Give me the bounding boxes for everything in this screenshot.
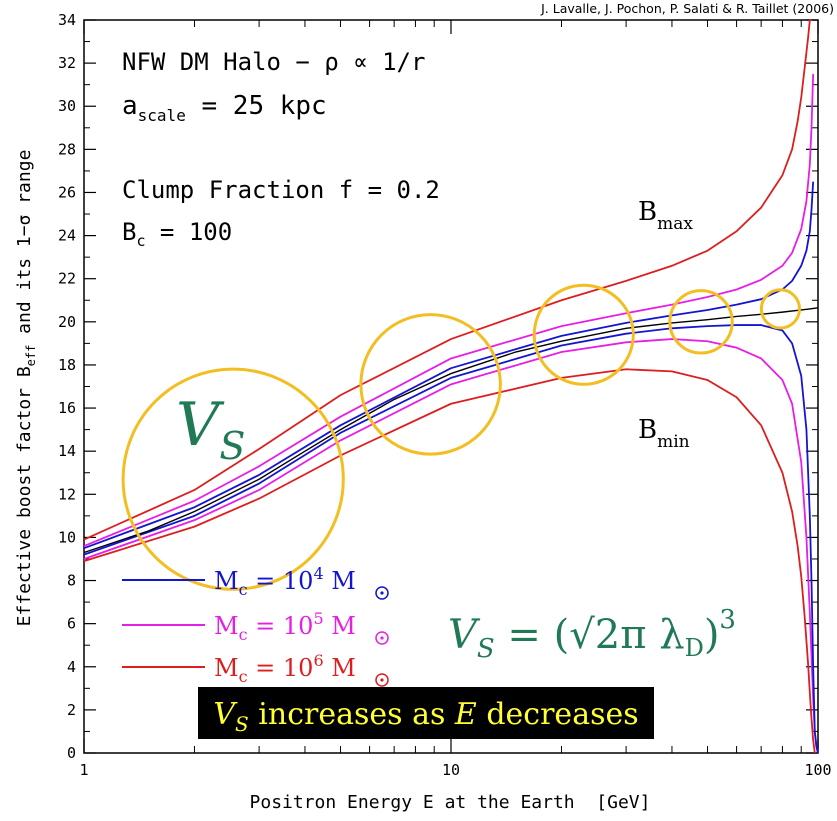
legend-m6-mid: = 10	[248, 654, 314, 682]
x-axis-label: Positron Energy E at the Earth [GeV]	[250, 792, 651, 813]
y-tick-label: 16	[58, 399, 76, 417]
banner-background	[198, 687, 654, 739]
y-tick-label: 26	[58, 183, 76, 201]
diffusion-volume-circle-2	[359, 313, 502, 456]
y-tick-label: 10	[58, 528, 76, 546]
annotation-clump: Clump Fraction f = 0.2	[122, 176, 440, 204]
legend-m5-exp: 5	[313, 609, 323, 628]
y-tick-label: 8	[67, 572, 76, 590]
y-axis-label: Effective boost factor Beff and its 1−σ …	[14, 150, 38, 627]
legend-m4-prefix: M	[214, 567, 239, 595]
banner-e: E	[454, 697, 477, 732]
diffusion-volume-circle-5	[759, 288, 802, 330]
sun-symbol-m6	[375, 673, 389, 687]
annotation-scale: ascale = 25 kpc	[122, 91, 327, 125]
y-tick-label: 6	[67, 615, 76, 633]
sun-symbol-m4	[375, 586, 389, 600]
banner-end: decreases	[477, 697, 639, 732]
legend-m5-mid: = 10	[248, 612, 314, 640]
legend-entry-m4: Mc = 104 M	[214, 564, 356, 599]
annotation-scale-main: a	[122, 91, 138, 121]
annotation-bc-main: B	[122, 218, 136, 246]
band-lower-m6	[83, 368, 816, 754]
y-tick-label: 22	[58, 270, 76, 288]
legend-m4-unit: M	[324, 567, 356, 595]
banner-mid: increases as	[249, 697, 455, 732]
x-tick-label: 10	[442, 761, 460, 779]
circle-layer	[121, 283, 802, 591]
annotation-bc: Bc = 100	[122, 218, 232, 250]
diffusion-volume-circle-3	[532, 283, 635, 386]
sun-symbol-m5	[375, 631, 389, 645]
legend-entry-m6: Mc = 106 M	[214, 651, 356, 686]
bmin-label-main: B	[638, 415, 657, 445]
legend-entry-m5: Mc = 105 M	[214, 609, 356, 644]
bmax-label: Bmax	[638, 197, 693, 234]
formula-lhs-sub: S	[477, 634, 495, 664]
formula-close: )	[704, 612, 720, 658]
y-tick-label: 2	[67, 701, 76, 719]
y-axis-label-tail: and its 1−σ range	[14, 150, 35, 345]
curve-layer	[83, 19, 819, 754]
x-tick-label: 1	[79, 761, 88, 779]
diffusion-volume-circle-1	[121, 367, 345, 591]
formula-eq: =	[495, 612, 554, 658]
annotation-halo: NFW DM Halo − ρ ∝ 1/r	[122, 48, 425, 76]
legend-m6-unit: M	[324, 654, 356, 682]
banner-text: VS increases as E decreases	[213, 697, 638, 736]
mean-curve	[83, 307, 819, 554]
y-tick-label: 0	[67, 744, 76, 762]
legend-m5-prefix: M	[214, 612, 239, 640]
legend-m5-sub: c	[239, 625, 248, 644]
annotation-scale-sub: scale	[138, 106, 186, 125]
legend-m4-sub: c	[239, 580, 248, 599]
y-tick-label: 14	[58, 442, 76, 460]
y-tick-label: 34	[58, 11, 76, 29]
vs-big-label: VS	[176, 390, 245, 468]
banner-s: S	[235, 712, 249, 736]
band-upper-m4	[83, 181, 815, 550]
y-tick-label: 12	[58, 485, 76, 503]
legend-m6-prefix: M	[214, 654, 239, 682]
formula-body-sub: D	[685, 634, 704, 662]
vs-formula: VS = (√2π λD)3	[448, 605, 736, 664]
y-tick-label: 32	[58, 54, 76, 72]
y-tick-label: 24	[58, 227, 76, 245]
y-tick-label: 30	[58, 97, 76, 115]
vs-big-main: V	[176, 390, 225, 460]
y-tick-label: 4	[67, 658, 76, 676]
band-upper-m6	[83, 19, 812, 541]
legend-m4-exp: 4	[313, 564, 323, 583]
x-tick-label: 100	[804, 761, 831, 779]
band-lower-m5	[83, 338, 819, 754]
annotation-scale-tail: = 25 kpc	[186, 91, 327, 121]
y-axis-label-sub: eff	[24, 345, 38, 367]
annotation-bc-sub: c	[136, 232, 145, 250]
bmax-label-main: B	[638, 197, 657, 227]
legend: Mc = 104 M Mc = 105 M Mc = 106 M	[122, 564, 389, 687]
banner-v: V	[213, 697, 238, 732]
y-tick-label: 18	[58, 356, 76, 374]
diffusion-volume-circle-4	[668, 289, 734, 355]
annotation-bc-tail: = 100	[145, 218, 232, 246]
y-axis-label-main: Effective boost factor B	[14, 366, 35, 626]
formula-exp: 3	[719, 605, 736, 635]
vs-big-sub: S	[219, 424, 245, 468]
band-lower-m4	[83, 324, 819, 754]
y-tick-label: 28	[58, 140, 76, 158]
legend-m6-exp: 6	[313, 651, 323, 670]
formula-body: (√2π λ	[554, 612, 685, 658]
bmax-label-sub: max	[657, 214, 693, 234]
credit-text: J. Lavalle, J. Pochon, P. Salati & R. Ta…	[540, 1, 834, 16]
bmin-label-sub: min	[657, 432, 690, 452]
legend-m4-mid: = 10	[248, 567, 314, 595]
y-tick-label: 20	[58, 313, 76, 331]
legend-m5-unit: M	[324, 612, 356, 640]
formula-lhs: V	[448, 612, 481, 658]
band-upper-m5	[83, 73, 815, 547]
bmin-label: Bmin	[638, 415, 690, 452]
legend-m6-sub: c	[239, 667, 248, 686]
